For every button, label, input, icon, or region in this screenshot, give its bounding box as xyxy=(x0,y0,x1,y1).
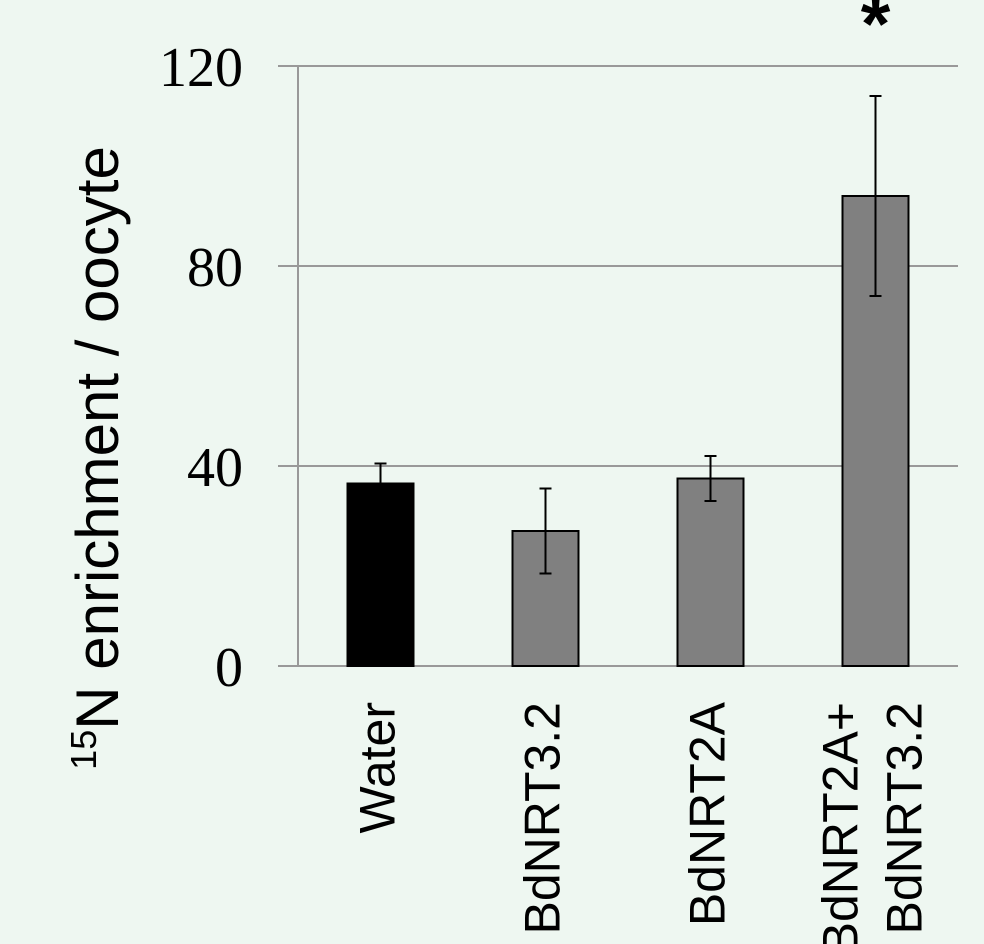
bar-0 xyxy=(346,482,415,667)
y-tick-label-0: 0 xyxy=(215,637,243,699)
significance-mark-3: * xyxy=(861,0,891,67)
error-bar-1 xyxy=(539,487,552,575)
y-axis-label-superscript: 15 xyxy=(63,730,104,770)
y-tick-labels: 0 40 80 120 xyxy=(159,37,243,699)
y-tick-label-80: 80 xyxy=(187,237,243,299)
category-labels: Water BdNRT3.2 BdNRT2A BdNRT2A+ BdNRT3.2 xyxy=(350,701,933,944)
category-label-3-1: BdNRT3.2 xyxy=(877,702,933,935)
y-tick-label-120: 120 xyxy=(159,37,243,99)
y-tick-label-40: 40 xyxy=(187,437,243,499)
bar-2 xyxy=(676,477,745,667)
y-axis-label: 15N enrichment / oocyte xyxy=(63,146,131,770)
error-bar-0 xyxy=(374,462,387,505)
significance-marks: * xyxy=(861,0,891,67)
bars xyxy=(346,195,910,667)
error-bars xyxy=(374,95,882,575)
error-bar-2 xyxy=(704,455,717,502)
category-label-0-0: Water xyxy=(350,702,406,834)
y-axis-label-text: N enrichment / oocyte xyxy=(64,146,131,730)
category-label-1-0: BdNRT3.2 xyxy=(515,702,571,935)
category-label-3-0: BdNRT2A+ xyxy=(813,702,869,944)
error-bar-3 xyxy=(869,95,882,297)
bar-1 xyxy=(511,530,580,667)
category-label-2-0: BdNRT2A xyxy=(680,701,736,926)
